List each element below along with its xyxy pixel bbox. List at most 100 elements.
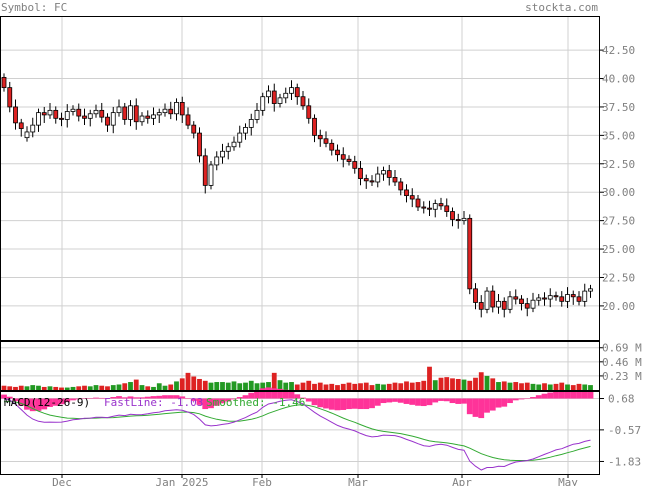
candle: [329, 142, 335, 151]
macd-histogram-bar: [225, 398, 232, 402]
volume-bar: [501, 381, 507, 390]
candle: [220, 150, 225, 158]
candle: [432, 203, 438, 210]
volume-bar: [47, 386, 53, 390]
macd-histogram-bar: [415, 398, 421, 406]
macd-histogram-bar: [518, 398, 525, 400]
candle: [363, 178, 369, 182]
volume-bar: [76, 386, 82, 390]
macd-histogram-bar: [18, 398, 25, 406]
candle: [47, 109, 53, 116]
macd-histogram-bar: [420, 398, 427, 407]
price-tick-label: 25.00: [602, 243, 635, 256]
candle: [202, 155, 208, 186]
volume-bar: [375, 383, 381, 390]
macd-histogram-bar: [139, 397, 145, 399]
price-tick-label: 35.00: [602, 129, 635, 142]
candle: [271, 90, 277, 104]
volume-bar: [260, 382, 266, 390]
volume-bar: [352, 383, 358, 390]
price-tick-label: 40.00: [602, 73, 635, 86]
macd-histogram-bar: [397, 398, 404, 403]
brand-label[interactable]: stockta.com: [525, 1, 598, 14]
macd-histogram-bar: [35, 398, 42, 411]
macd-histogram-bar: [489, 398, 496, 411]
macd-histogram-bar: [104, 398, 111, 399]
volume-bar: [306, 380, 312, 390]
volume-bar: [162, 385, 168, 390]
volume-bar: [588, 385, 593, 390]
volume-bar: [283, 382, 289, 390]
volume-frame: [0, 341, 600, 391]
macd-histogram-bar: [535, 395, 542, 399]
candle: [266, 90, 271, 98]
candle: [248, 119, 254, 128]
macd-histogram-bar: [501, 398, 508, 407]
symbol-label: Symbol: FC: [1, 1, 67, 14]
macd-histogram-bar: [47, 398, 53, 407]
candle: [225, 146, 231, 152]
volume-bar: [225, 382, 231, 390]
macd-histogram-bar: [208, 398, 214, 409]
volume-bar: [524, 382, 530, 390]
volume-bar: [507, 382, 513, 390]
candle: [99, 109, 105, 118]
candle: [283, 92, 289, 99]
price-frame: [0, 16, 600, 341]
candle: [76, 108, 82, 117]
volume-tick-label: 0.23 M: [602, 370, 642, 383]
macd-fast-label: FastLine: -1.03: [104, 396, 203, 409]
candle: [162, 108, 168, 114]
volume-bar: [13, 386, 18, 390]
volume-bar: [254, 383, 260, 390]
price-tick-label: 22.50: [602, 271, 635, 284]
candle: [254, 109, 260, 120]
candle: [197, 132, 202, 157]
candle: [122, 106, 128, 120]
price-tick-label: 30.00: [602, 186, 635, 199]
macd-histogram-bar: [576, 391, 582, 399]
volume-bar: [530, 383, 536, 390]
macd-histogram-bar: [127, 396, 134, 399]
macd-histogram-bar: [190, 398, 197, 401]
candle: [381, 170, 386, 175]
macd-histogram-bar: [259, 388, 266, 399]
macd-tick-label: -0.57: [608, 424, 641, 437]
candle: [7, 87, 13, 108]
macd-histogram-bar: [12, 398, 19, 402]
candle: [317, 134, 323, 140]
macd-histogram-bar: [374, 398, 381, 406]
macd-histogram-bar: [277, 388, 283, 399]
candle: [18, 122, 24, 129]
macd-histogram-bar: [52, 398, 59, 406]
volume-bar: [197, 378, 202, 390]
macd-tick-label: -1.83: [608, 455, 641, 468]
macd-histogram-bar: [547, 392, 554, 399]
candle: [116, 106, 122, 114]
candle: [105, 116, 110, 126]
volume-bar: [220, 382, 225, 390]
candle: [415, 198, 421, 208]
candle: [145, 115, 151, 119]
macd-histogram-bar: [328, 398, 335, 410]
macd-histogram-bar: [305, 398, 312, 402]
volume-bar: [24, 386, 30, 390]
volume-bar: [36, 385, 41, 390]
macd-histogram-bar: [29, 398, 36, 412]
macd-histogram-bar: [185, 398, 191, 400]
macd-histogram-bar: [461, 398, 467, 404]
candle: [340, 154, 346, 160]
macd-title: MACD(12-26-9): [4, 396, 90, 409]
price-tick-label: 42.50: [602, 44, 635, 57]
volume-bar: [82, 385, 87, 390]
volume-bar: [473, 377, 478, 390]
candle: [386, 170, 392, 178]
macd-histogram-bar: [524, 398, 531, 400]
volume-bar: [202, 380, 208, 390]
volume-bar: [547, 384, 553, 390]
macd-histogram-bar: [116, 396, 122, 399]
volume-bar: [358, 383, 363, 390]
volume-bar: [93, 385, 99, 390]
